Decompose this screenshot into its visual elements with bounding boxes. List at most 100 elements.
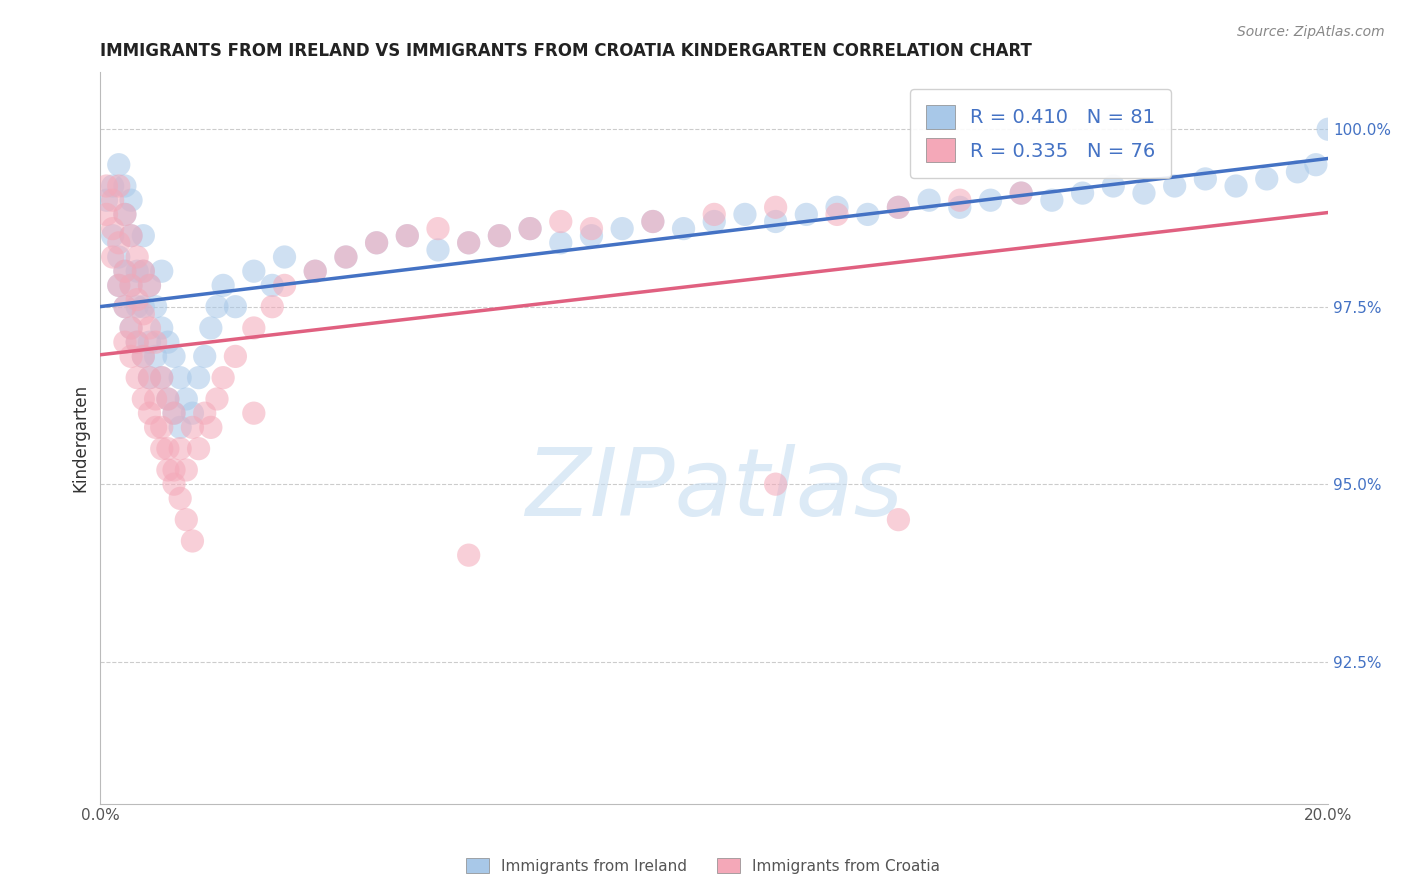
Point	[734, 207, 756, 221]
Point	[488, 228, 510, 243]
Point	[127, 335, 149, 350]
Point	[96, 179, 118, 194]
Point	[519, 221, 541, 235]
Point	[396, 228, 419, 243]
Point	[145, 300, 167, 314]
Point	[1102, 179, 1125, 194]
Point	[163, 406, 186, 420]
Point	[1010, 186, 1032, 200]
Point	[243, 321, 266, 335]
Point	[163, 477, 186, 491]
Point	[825, 207, 848, 221]
Point	[949, 200, 972, 214]
Point	[127, 335, 149, 350]
Point	[304, 264, 326, 278]
Point	[101, 250, 124, 264]
Point	[101, 221, 124, 235]
Point	[114, 179, 136, 194]
Point	[138, 370, 160, 384]
Point	[132, 307, 155, 321]
Point	[138, 278, 160, 293]
Point	[150, 370, 173, 384]
Point	[181, 420, 204, 434]
Point	[187, 370, 209, 384]
Point	[641, 214, 664, 228]
Point	[127, 250, 149, 264]
Point	[224, 300, 246, 314]
Point	[150, 370, 173, 384]
Point	[107, 278, 129, 293]
Point	[1194, 172, 1216, 186]
Point	[114, 335, 136, 350]
Point	[457, 235, 479, 250]
Point	[212, 370, 235, 384]
Point	[194, 350, 217, 364]
Point	[132, 350, 155, 364]
Point	[145, 392, 167, 406]
Point	[120, 350, 142, 364]
Point	[107, 179, 129, 194]
Point	[181, 533, 204, 548]
Point	[765, 200, 787, 214]
Point	[550, 214, 572, 228]
Point	[262, 300, 284, 314]
Point	[107, 158, 129, 172]
Point	[519, 221, 541, 235]
Point	[163, 463, 186, 477]
Point	[169, 442, 191, 456]
Point	[304, 264, 326, 278]
Point	[1040, 193, 1063, 207]
Point	[366, 235, 388, 250]
Y-axis label: Kindergarten: Kindergarten	[72, 384, 89, 492]
Point	[335, 250, 357, 264]
Legend: Immigrants from Ireland, Immigrants from Croatia: Immigrants from Ireland, Immigrants from…	[460, 852, 946, 880]
Point	[138, 370, 160, 384]
Point	[120, 228, 142, 243]
Point	[335, 250, 357, 264]
Point	[156, 335, 179, 350]
Point	[107, 278, 129, 293]
Point	[156, 392, 179, 406]
Point	[703, 214, 725, 228]
Point	[114, 264, 136, 278]
Point	[107, 235, 129, 250]
Point	[765, 477, 787, 491]
Point	[176, 513, 198, 527]
Point	[200, 321, 222, 335]
Point	[949, 193, 972, 207]
Point	[1286, 165, 1309, 179]
Point	[120, 321, 142, 335]
Point	[176, 392, 198, 406]
Point	[794, 207, 817, 221]
Point	[825, 200, 848, 214]
Point	[156, 392, 179, 406]
Point	[243, 264, 266, 278]
Point	[1071, 186, 1094, 200]
Point	[765, 214, 787, 228]
Text: IMMIGRANTS FROM IRELAND VS IMMIGRANTS FROM CROATIA KINDERGARTEN CORRELATION CHAR: IMMIGRANTS FROM IRELAND VS IMMIGRANTS FR…	[100, 42, 1032, 60]
Point	[163, 350, 186, 364]
Point	[145, 335, 167, 350]
Point	[138, 335, 160, 350]
Point	[169, 420, 191, 434]
Point	[187, 442, 209, 456]
Point	[612, 221, 634, 235]
Point	[145, 420, 167, 434]
Point	[150, 442, 173, 456]
Point	[138, 321, 160, 335]
Point	[1163, 179, 1185, 194]
Point	[150, 420, 173, 434]
Point	[1317, 122, 1340, 136]
Point	[672, 221, 695, 235]
Point	[979, 193, 1001, 207]
Point	[156, 463, 179, 477]
Point	[101, 228, 124, 243]
Point	[176, 463, 198, 477]
Point	[127, 300, 149, 314]
Point	[114, 300, 136, 314]
Point	[156, 442, 179, 456]
Point	[887, 513, 910, 527]
Point	[114, 207, 136, 221]
Point	[132, 300, 155, 314]
Point	[194, 406, 217, 420]
